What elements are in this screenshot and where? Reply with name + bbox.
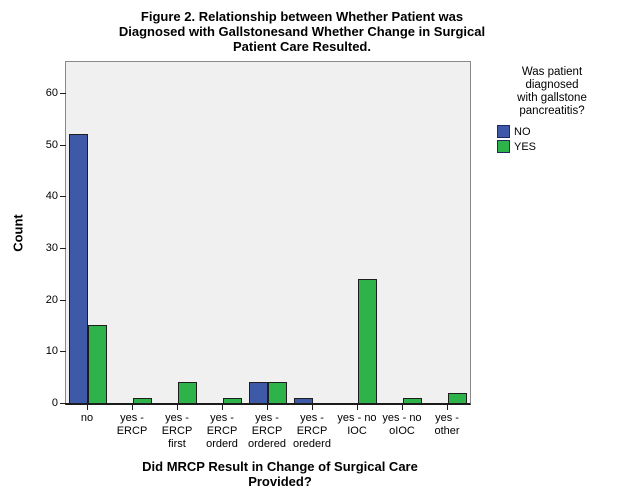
y-tick-label: 30	[45, 242, 58, 254]
text-line: Provided?	[248, 474, 312, 489]
y-tick-label: 50	[45, 139, 58, 151]
text-line: diagnosed	[525, 79, 579, 91]
text-line: Did MRCP Result in Change of Surgical Ca…	[142, 459, 418, 474]
bar-yes-6	[358, 279, 377, 403]
legend-swatch-no	[497, 125, 510, 138]
text-line: Figure 2. Relationship between Whether P…	[140, 9, 464, 24]
legend-title: Was patient diagnosed with gallstone pancre…	[482, 66, 622, 118]
x-tick-mark	[267, 405, 268, 410]
legend-swatch-yes	[497, 140, 510, 153]
chart-title: Figure 2. Relationship between Whether P…	[0, 9, 604, 54]
y-tick-label: 40	[45, 190, 58, 202]
y-tick-label: 10	[45, 345, 58, 357]
x-tick-label: yes - ERCP	[116, 412, 148, 437]
x-tick-label: yes - ERCP ordered	[248, 412, 286, 450]
y-tick-label: 20	[45, 294, 58, 306]
y-tick-mark	[60, 300, 66, 301]
x-tick-label: yes - ERCP first	[161, 412, 193, 450]
x-tick-label: yes - other	[434, 412, 460, 437]
text-line: with gallstone	[517, 92, 587, 104]
legend-item-label: YES	[514, 140, 537, 153]
y-axis-title: Count	[10, 214, 26, 252]
x-tick-mark	[312, 405, 313, 410]
text-line: pancreatitis?	[519, 105, 585, 117]
legend: Was patient diagnosed with gallstone pancre…	[482, 66, 622, 154]
x-tick-mark	[402, 405, 403, 410]
text-line: Was patient	[521, 66, 583, 78]
legend-items: NO YES	[482, 124, 622, 154]
bar-no-4	[249, 382, 268, 403]
text-line: Diagnosed with Gallstonesand Whether Cha…	[118, 24, 486, 39]
y-tick-mark	[60, 351, 66, 352]
y-tick-mark	[60, 196, 66, 197]
y-tick-mark	[60, 145, 66, 146]
x-tick-mark	[132, 405, 133, 410]
legend-item-yes: YES	[497, 139, 622, 154]
x-tick-mark	[447, 405, 448, 410]
x-tick-mark	[222, 405, 223, 410]
bar-yes-7	[403, 398, 422, 403]
y-tick-label: 0	[51, 397, 58, 409]
x-tick-label: yes - ERCP orederd	[293, 412, 331, 450]
legend-item-no: NO	[497, 124, 622, 139]
bar-yes-2	[178, 382, 197, 403]
plot-area	[65, 61, 471, 405]
text-line: Patient Care Resulted.	[233, 39, 371, 54]
x-tick-label: no	[80, 412, 94, 424]
bar-no-5	[294, 398, 313, 403]
legend-item-label: NO	[514, 125, 531, 138]
bar-yes-3	[223, 398, 242, 403]
x-tick-mark	[87, 405, 88, 410]
bar-yes-0	[88, 325, 107, 403]
x-tick-label: yes - ERCP orderd	[206, 412, 238, 450]
bar-no-0	[69, 134, 88, 403]
x-axis-title: Did MRCP Result in Change of Surgical Ca…	[60, 459, 500, 489]
bar-yes-1	[133, 398, 152, 403]
x-tick-mark	[177, 405, 178, 410]
y-tick-mark	[60, 403, 66, 404]
y-tick-mark	[60, 248, 66, 249]
x-tick-mark	[357, 405, 358, 410]
x-tick-label: yes - no IOC	[337, 412, 377, 437]
y-tick-mark	[60, 93, 66, 94]
y-tick-label: 60	[45, 87, 58, 99]
bar-yes-4	[268, 382, 287, 403]
x-tick-label: yes - no oIOC	[382, 412, 422, 437]
bar-yes-8	[448, 393, 467, 403]
